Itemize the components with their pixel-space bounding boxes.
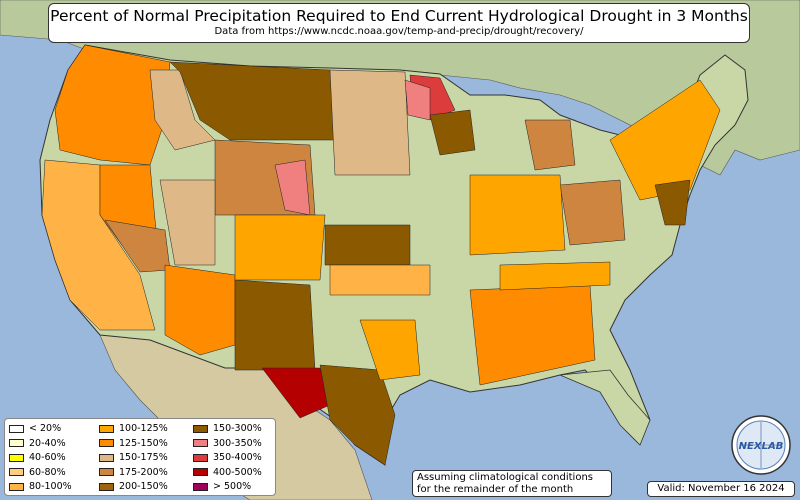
legend-item: 40-60% xyxy=(9,451,66,464)
map-subtitle: Data from https://www.ncdc.noaa.gov/temp… xyxy=(214,26,584,37)
legend-item: 150-300% xyxy=(193,422,262,435)
legend-item: 350-400% xyxy=(193,451,262,464)
legend-label: 150-300% xyxy=(213,423,262,434)
legend-swatch xyxy=(99,468,114,476)
legend-item: 60-80% xyxy=(9,466,66,479)
legend-item: 150-175% xyxy=(99,451,168,464)
region-utah xyxy=(159,179,216,266)
legend-swatch xyxy=(9,482,24,491)
legend-label: 350-400% xyxy=(213,452,262,463)
assumption-note: Assuming climatological conditions for t… xyxy=(412,470,612,497)
note-line-1: Assuming climatological conditions xyxy=(417,472,593,483)
legend-label: 20-40% xyxy=(29,437,66,449)
legend-swatch xyxy=(99,453,114,462)
region-wisconsin xyxy=(429,109,476,156)
nexlab-logo: NEXLAB xyxy=(731,415,791,475)
region-northeast xyxy=(609,79,721,201)
legend-item: 175-200% xyxy=(99,466,168,479)
logo-text: NEXLAB xyxy=(739,441,784,452)
legend-swatch xyxy=(193,468,208,476)
legend-item: 100-125% xyxy=(99,422,168,435)
legend-item: 300-350% xyxy=(193,437,262,450)
legend-swatch xyxy=(9,453,24,462)
legend-label: 60-80% xyxy=(29,466,66,478)
legend-label: 150-175% xyxy=(119,452,168,463)
title-box: Percent of Normal Precipitation Required… xyxy=(48,3,750,43)
legend-label: 80-100% xyxy=(29,481,72,492)
legend-label: 40-60% xyxy=(29,452,66,463)
region-colorado-east xyxy=(234,214,326,281)
region-new-mexico xyxy=(234,279,316,371)
legend-item: 200-150% xyxy=(99,480,168,493)
legend-swatch xyxy=(9,468,24,476)
drought-regions xyxy=(41,44,721,466)
florida xyxy=(559,369,651,446)
legend-swatch xyxy=(99,482,114,491)
map-title: Percent of Normal Precipitation Required… xyxy=(50,7,748,25)
region-midwest xyxy=(469,174,566,256)
region-mid-atlantic xyxy=(654,179,691,226)
valid-date: Valid: November 16 2024 xyxy=(647,481,795,497)
legend-item: > 500% xyxy=(193,480,251,493)
legend-item: 80-100% xyxy=(9,480,72,493)
region-ohio-valley xyxy=(559,179,626,246)
legend-label: > 500% xyxy=(213,481,252,492)
region-kansas xyxy=(324,224,411,266)
legend-item: 400-500% xyxy=(193,466,262,479)
legend: < 20% 20-40% 40-60% 60-80% 80-100% 100-125% 12… xyxy=(4,418,276,496)
legend-label: 175-200% xyxy=(119,466,168,478)
region-oklahoma xyxy=(329,264,431,296)
note-line-2: for the remainder of the month xyxy=(417,484,574,495)
legend-swatch xyxy=(9,439,24,447)
region-minnesota-pink xyxy=(404,79,431,121)
legend-swatch xyxy=(193,439,208,447)
region-arizona xyxy=(164,264,236,356)
region-arkansas-la xyxy=(359,319,421,381)
legend-item: 20-40% xyxy=(9,437,66,450)
legend-item: 125-150% xyxy=(99,437,168,450)
legend-swatch xyxy=(99,424,114,433)
legend-label: 300-350% xyxy=(213,437,262,449)
legend-label: 100-125% xyxy=(119,423,168,434)
legend-swatch xyxy=(193,482,208,491)
legend-label: 400-500% xyxy=(213,466,262,478)
legend-swatch xyxy=(99,439,114,447)
legend-swatch xyxy=(193,424,208,433)
legend-label: 200-150% xyxy=(119,481,168,492)
region-michigan xyxy=(524,119,576,171)
legend-label: < 20% xyxy=(29,423,62,434)
legend-item: < 20% xyxy=(9,422,61,435)
region-tennessee xyxy=(499,261,611,291)
region-dakotas xyxy=(329,69,411,176)
legend-swatch xyxy=(193,453,208,462)
legend-swatch xyxy=(9,424,24,433)
legend-label: 125-150% xyxy=(119,437,168,449)
